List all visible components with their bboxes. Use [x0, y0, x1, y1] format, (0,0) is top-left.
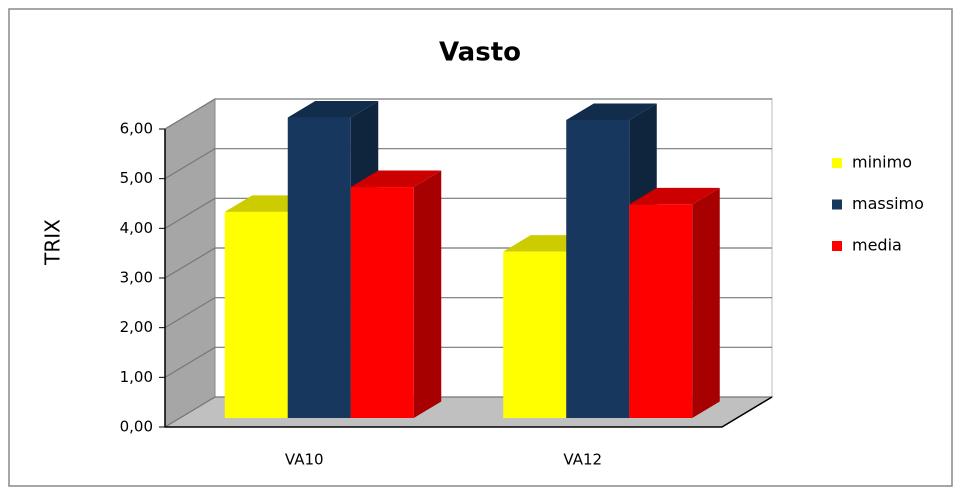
bar	[629, 204, 693, 418]
bar-top	[629, 187, 720, 205]
y-tick-label: 0,00	[120, 418, 153, 436]
legend-swatch	[832, 199, 842, 210]
legend-swatch	[832, 158, 842, 168]
x-tick-label: VA10	[285, 451, 324, 469]
bar	[566, 120, 630, 418]
y-tick-label: 4,00	[120, 219, 153, 237]
legend-label: media	[852, 236, 902, 255]
bar-side	[692, 187, 720, 418]
y-tick-label: 1,00	[120, 368, 153, 386]
y-tick-label: 2,00	[120, 318, 153, 336]
bar-top	[350, 170, 442, 188]
legend-swatch	[832, 241, 842, 251]
bar-top	[287, 101, 379, 118]
grid-line	[164, 98, 772, 130]
bar	[350, 187, 414, 418]
y-tick-label: 5,00	[120, 169, 153, 187]
legend-label: minimo	[852, 153, 912, 172]
bar	[224, 211, 288, 418]
y-tick-label: 3,00	[120, 269, 153, 287]
y-axis-label: TRIX	[41, 219, 65, 266]
x-axis	[165, 396, 773, 428]
bar	[503, 251, 567, 418]
bar-side	[413, 170, 442, 418]
legend-label: massimo	[852, 194, 924, 213]
bar-top	[566, 103, 657, 120]
bar	[287, 117, 351, 419]
x-tick-label: VA12	[563, 451, 602, 469]
y-tick-label: 6,00	[120, 120, 153, 138]
chart-title: Vasto	[439, 38, 521, 68]
